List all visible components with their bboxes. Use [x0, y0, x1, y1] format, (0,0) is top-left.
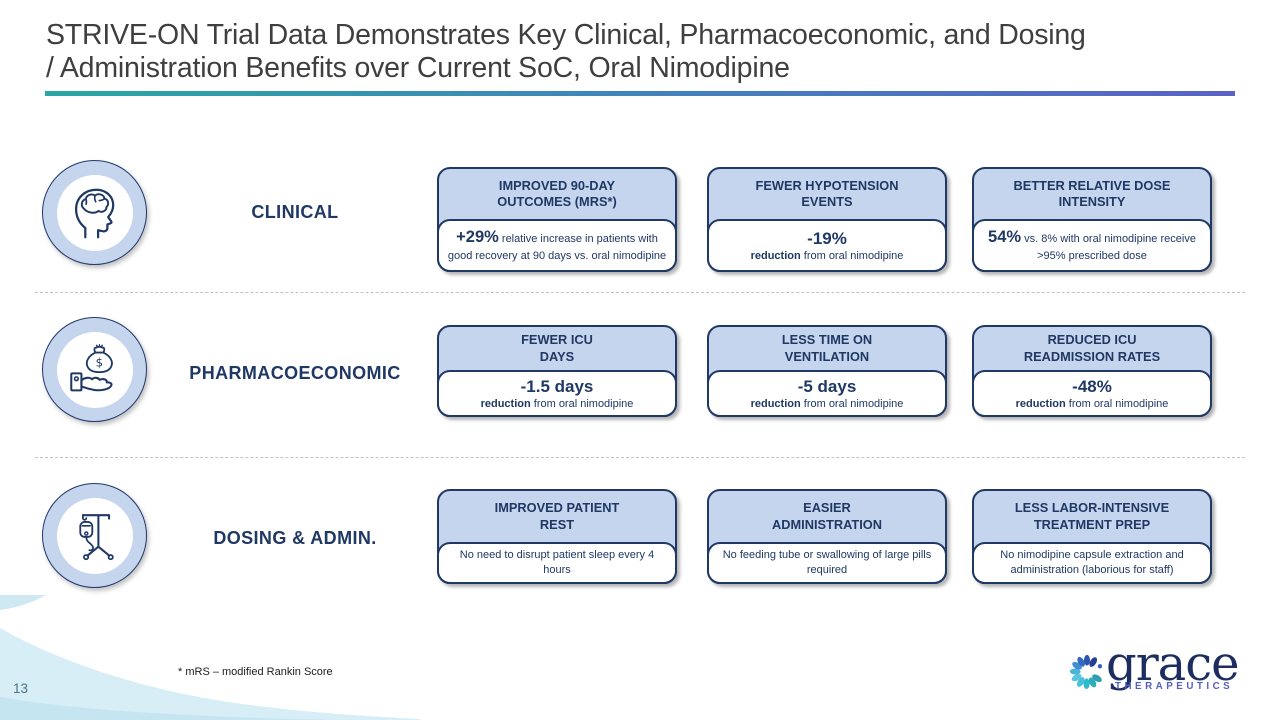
stat-text: from oral nimodipine [800, 249, 904, 262]
card-improved-patient-rest: IMPROVED PATIENT REST No need to disrupt … [437, 489, 677, 584]
stat-value: -1.5 days [520, 376, 594, 396]
card-fewer-hypotension-events: FEWER HYPOTENSION EVENTS -19% reduction f… [707, 167, 947, 272]
stat-keyword: reduction [750, 397, 801, 410]
card-header: BETTER RELATIVE DOSE INTENSITY [974, 169, 1210, 219]
card-header-line1: FEWER HYPOTENSION [755, 177, 899, 193]
card-header: EASIER ADMINISTRATION [709, 491, 945, 542]
card-body: 54% vs. 8% with oral nimodipine receive … [972, 219, 1212, 272]
card-header-line2: INTENSITY [1058, 194, 1126, 209]
card-header: FEWER ICU DAYS [439, 327, 675, 370]
card-header-line1: REDUCED ICU [1047, 332, 1137, 348]
title-line-1: STRIVE-ON Trial Data Demonstrates Key Cl… [46, 19, 1086, 51]
brain-head-icon [56, 174, 133, 251]
card-header-line2: ADMINISTRATION [772, 516, 882, 532]
card-header-line1: LESS TIME ON [781, 332, 873, 348]
row-divider [35, 292, 1245, 293]
stat-text: No nimodipine capsule extraction and adm… [1000, 549, 1184, 576]
card-header-line2: REST [539, 516, 575, 532]
card-less-labor-intensive-treatment-prep: LESS LABOR-INTENSIVE TREATMENT PREP No ni… [972, 489, 1212, 584]
stat-text: vs. 8% with oral nimodipine receive >95%… [1021, 233, 1196, 263]
card-header-line1: IMPROVED 90-DAY [498, 177, 616, 193]
stat-text: relative increase in patients with good … [447, 233, 667, 263]
stat-keyword: reduction [480, 397, 531, 410]
card-header: IMPROVED PATIENT REST [439, 491, 675, 542]
stat-keyword: reduction [750, 249, 801, 262]
page-number: 13 [13, 681, 29, 696]
stat-value: -5 days [797, 376, 857, 396]
card-header-line2: TREATMENT PREP [1033, 516, 1151, 532]
grace-therapeutics-logo: grace THERAPEUTICS [1066, 640, 1251, 696]
card-header-line2: VENTILATION [784, 348, 870, 364]
card-header: IMPROVED 90-DAY OUTCOMES (MRS*) [439, 169, 675, 219]
stat-value: -48% [1072, 376, 1112, 396]
stat-text: from oral nimodipine [530, 397, 634, 410]
card-better-relative-dose-intensity: BETTER RELATIVE DOSE INTENSITY 54% vs. 8%… [972, 167, 1212, 272]
card-improved-90-day-outcomes: IMPROVED 90-DAY OUTCOMES (MRS*) +29% rela… [437, 167, 677, 272]
clinical-icon-badge [42, 160, 147, 265]
card-header-line1: LESS LABOR-INTENSIVE [1014, 500, 1170, 516]
logo-subtext: THERAPEUTICS [1115, 681, 1234, 692]
row-label-clinical: CLINICAL [251, 202, 339, 222]
dosing-admin-icon-badge [42, 483, 147, 588]
stat-text: No need to disrupt patient sleep every 4… [459, 549, 655, 576]
card-body: -1.5 days reduction from oral nimodipine [437, 370, 677, 417]
footnote: * mRS – modified Rankin Score [178, 666, 333, 678]
card-body: No need to disrupt patient sleep every 4… [437, 542, 677, 584]
card-header-line1: IMPROVED PATIENT [494, 500, 620, 516]
row-label-pharmacoeconomic: PHARMACOECONOMIC [189, 363, 401, 383]
card-header-line1: EASIER [803, 500, 851, 516]
wave-decoration [0, 595, 420, 720]
card-body: No nimodipine capsule extraction and adm… [972, 542, 1212, 584]
card-body: -19% reduction from oral nimodipine [707, 219, 947, 272]
card-body: -5 days reduction from oral nimodipine [707, 370, 947, 417]
row-label-dosing-admin: DOSING & ADMIN. [213, 528, 377, 548]
card-less-time-on-ventilation: LESS TIME ON VENTILATION -5 days reductio… [707, 325, 947, 417]
card-header: LESS LABOR-INTENSIVE TREATMENT PREP [974, 491, 1210, 542]
page-title: STRIVE-ON Trial Data Demonstrates Key Cl… [46, 19, 1236, 85]
stat-text: No feeding tube or swallowing of large p… [722, 549, 932, 576]
card-header-line1: FEWER ICU [521, 332, 593, 348]
stat-text: from oral nimodipine [1065, 397, 1169, 410]
stat-text: from oral nimodipine [800, 397, 904, 410]
card-body: +29% relative increase in patients with … [437, 219, 677, 272]
card-header-line2: READMISSION RATES [1023, 348, 1161, 364]
card-fewer-icu-days: FEWER ICU DAYS -1.5 days reduction from o… [437, 325, 677, 417]
card-reduced-icu-readmission-rates: REDUCED ICU READMISSION RATES -48% reduct… [972, 325, 1212, 417]
pharmacoeconomic-icon-badge: $ [42, 317, 147, 422]
dollar-sign: $ [95, 355, 102, 369]
card-header: REDUCED ICU READMISSION RATES [974, 327, 1210, 370]
title-line-2: / Administration Benefits over Current S… [46, 52, 790, 84]
logo-flower-icon [1069, 654, 1103, 690]
money-hand-icon: $ [56, 331, 133, 408]
stat-keyword: reduction [1015, 397, 1066, 410]
card-header-line1: BETTER RELATIVE DOSE [1013, 177, 1171, 193]
stat-value: 54% [988, 228, 1022, 247]
card-header: FEWER HYPOTENSION EVENTS [709, 169, 945, 219]
iv-stand-icon [56, 497, 133, 574]
card-header-line2: EVENTS [801, 194, 853, 209]
title-gradient-rule [45, 91, 1235, 96]
card-header-line2: OUTCOMES (MRS*) [497, 194, 617, 209]
row-divider [35, 457, 1245, 458]
stat-value: -19% [807, 228, 847, 248]
stat-value: +29% [456, 228, 499, 247]
card-easier-administration: EASIER ADMINISTRATION No feeding tube or … [707, 489, 947, 584]
card-header-line2: DAYS [539, 348, 575, 364]
card-body: -48% reduction from oral nimodipine [972, 370, 1212, 417]
logo-wordmark: grace [1106, 636, 1240, 692]
card-body: No feeding tube or swallowing of large p… [707, 542, 947, 584]
card-header: LESS TIME ON VENTILATION [709, 327, 945, 370]
